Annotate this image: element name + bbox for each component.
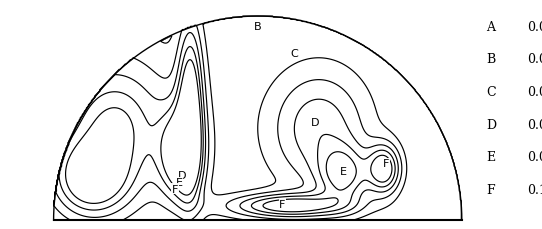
Text: B: B	[486, 53, 495, 66]
Text: C: C	[291, 49, 298, 58]
Text: E: E	[176, 178, 183, 188]
Text: A: A	[486, 21, 495, 34]
Text: F: F	[486, 183, 495, 196]
Text: D: D	[311, 118, 319, 128]
Text: 0.10: 0.10	[527, 183, 542, 196]
Text: F: F	[279, 199, 286, 209]
Text: 0.08: 0.08	[527, 151, 542, 164]
Text: E: E	[486, 151, 495, 164]
Text: F: F	[172, 184, 178, 194]
Text: 0.06: 0.06	[527, 118, 542, 131]
Text: 0.00: 0.00	[527, 21, 542, 34]
Text: E: E	[340, 166, 347, 176]
Text: 0.02: 0.02	[527, 53, 542, 66]
Text: F: F	[383, 158, 390, 168]
Text: C: C	[486, 86, 496, 99]
Text: 0.04: 0.04	[527, 86, 542, 99]
Text: D: D	[486, 118, 496, 131]
Text: B: B	[254, 22, 262, 32]
Text: D: D	[178, 171, 186, 180]
